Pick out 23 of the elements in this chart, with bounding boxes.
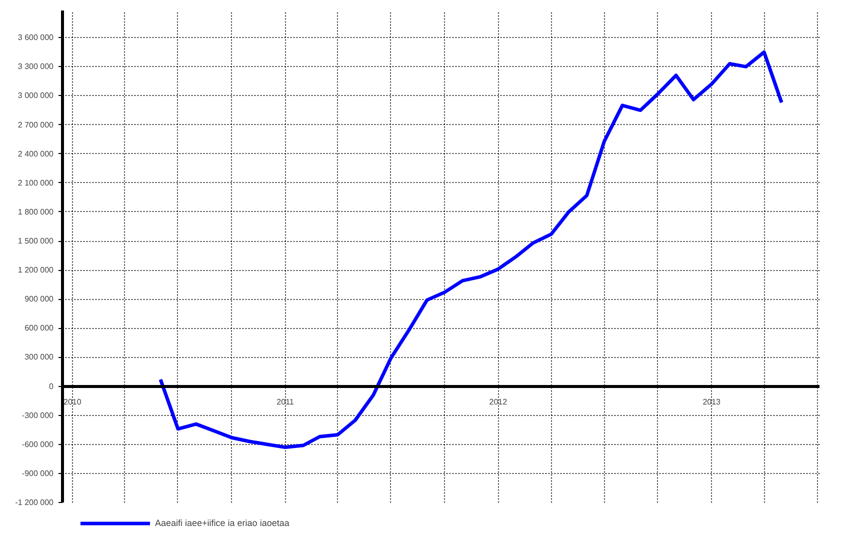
y-tick-label: 1 200 000: [18, 266, 54, 275]
y-tick-label: 900 000: [24, 294, 54, 304]
y-tick-label: -600 000: [22, 440, 54, 449]
y-tick-label: 0: [49, 382, 54, 391]
y-tick-label: 1 800 000: [18, 207, 54, 216]
text: Aaeaifi iaee+iifice ia eriao iaoetaa: [155, 518, 290, 528]
y-tick-label: 300 000: [24, 352, 54, 362]
x-tick-label: 2013: [702, 397, 722, 406]
line-series: [158, 50, 784, 450]
y-tick-label: 3 300 000: [18, 62, 54, 72]
y-tick-label: -900 000: [22, 468, 54, 478]
y-tick-label: 2 700 000: [18, 120, 54, 130]
y-tick-label: -1 200 000: [15, 498, 54, 507]
y-tick-label: 2 100 000: [18, 178, 54, 188]
x-tick-label: 2012: [489, 397, 508, 406]
y-tick-label: 1 500 000: [18, 236, 54, 246]
y-tick-label: 3 600 000: [18, 33, 54, 42]
y-tick-label: 2 400 000: [18, 149, 54, 158]
y-tick-label: 600 000: [24, 324, 54, 333]
x-tick-label: 2010: [64, 397, 82, 406]
x-tick-label: 2011: [276, 397, 294, 406]
y-tick-label: 3 000 000: [18, 91, 54, 100]
y-tick-label: -300 000: [22, 410, 54, 420]
